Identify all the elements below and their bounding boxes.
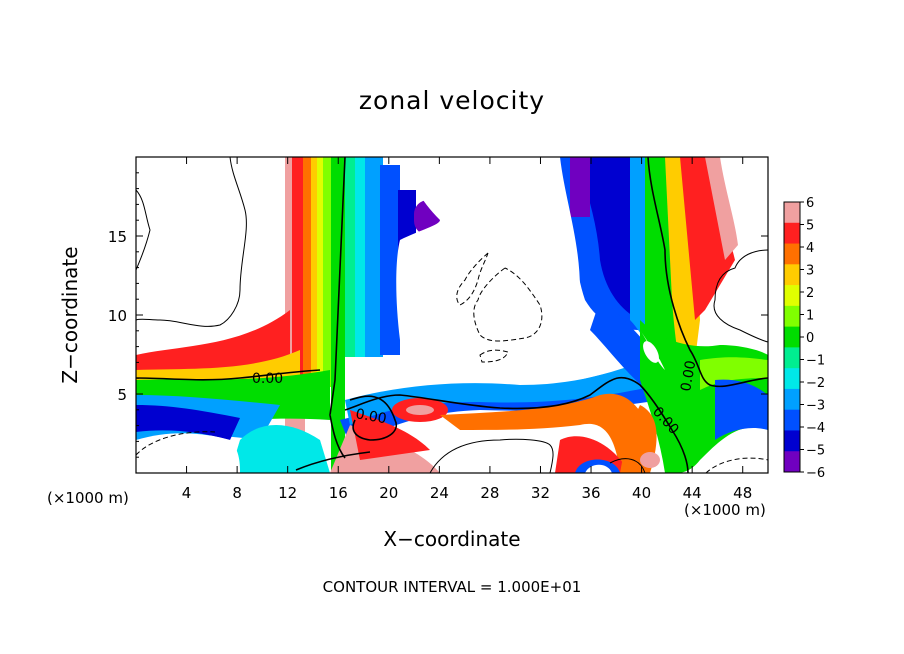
field-patch <box>345 157 357 357</box>
field-patch <box>136 433 240 473</box>
contour-negative <box>479 349 509 363</box>
contour-positive <box>429 438 554 473</box>
contour-positive <box>713 249 768 343</box>
contour-label: 0.00 <box>354 406 387 427</box>
field-patch <box>396 157 580 348</box>
colorbar-swatch <box>784 285 800 307</box>
colorbar-swatch <box>784 388 800 411</box>
field-patch <box>406 405 434 415</box>
colorbar-tick-label: 3 <box>806 264 814 279</box>
field-patch <box>323 157 333 387</box>
contour-negative <box>473 267 543 342</box>
contour-zero <box>344 376 689 473</box>
field-patch <box>355 157 367 357</box>
field-patch <box>680 157 735 320</box>
x-tick-label: 12 <box>278 484 297 502</box>
x-tick-label: 40 <box>632 484 651 502</box>
colorbar-tick-label: −4 <box>806 421 825 436</box>
field-patch <box>380 165 400 355</box>
colorbar-tick-label: 6 <box>806 196 814 211</box>
x-unit-label-right: (×1000 m) <box>684 501 766 519</box>
colorbar-tick-label: 0 <box>806 331 814 346</box>
x-tick-label: 32 <box>531 484 550 502</box>
field-patch <box>230 425 330 473</box>
field-patch <box>317 157 325 387</box>
colorbar-tick-label: −6 <box>806 466 825 481</box>
y-axis: 5 10 15 <box>108 172 768 458</box>
velocity-field <box>136 157 768 473</box>
field-patch <box>345 355 680 425</box>
chart-title: zonal velocity <box>358 86 546 115</box>
x-unit-label-left: (×1000 m) <box>47 489 129 507</box>
contour-zero <box>329 157 346 459</box>
x-tick-label: 16 <box>329 484 348 502</box>
field-patch <box>580 157 640 320</box>
contour-positive <box>136 189 151 271</box>
colorbar-tick-label: −2 <box>806 376 825 391</box>
contour-zero <box>136 369 321 381</box>
colorbar-swatch <box>784 451 800 473</box>
field-patch <box>136 405 240 440</box>
field-patch <box>311 157 319 387</box>
x-tick-label: 44 <box>683 484 702 502</box>
x-axis: 4 8 12 16 20 24 28 32 36 40 44 48 <box>182 157 752 502</box>
y-tick-label: 10 <box>108 307 127 325</box>
contour-label: 0.00 <box>252 371 283 387</box>
colorbar-tick-label: 5 <box>806 219 814 234</box>
x-tick-label: 4 <box>182 484 192 502</box>
contour-zero <box>295 451 371 471</box>
colorbar-tick-label: −3 <box>806 399 825 414</box>
x-tick-label: 48 <box>733 484 752 502</box>
contour-negative <box>705 457 768 473</box>
colorbar-tick-label: 1 <box>806 309 814 324</box>
x-tick-label: 8 <box>232 484 242 502</box>
field-patch <box>715 379 768 440</box>
contour-positive <box>136 157 247 327</box>
x-tick-label: 20 <box>379 484 398 502</box>
colorbar-swatch <box>784 305 800 328</box>
field-patch <box>643 341 659 363</box>
field-patch <box>585 464 612 473</box>
contour-negative <box>136 431 216 456</box>
x-tick-label: 24 <box>430 484 449 502</box>
x-tick-label: 28 <box>480 484 499 502</box>
colorbar-swatch <box>784 243 800 265</box>
contour-zero <box>349 395 397 441</box>
x-axis-label: X−coordinate <box>383 527 521 551</box>
colorbar-swatch <box>784 326 800 348</box>
colorbar-tick-label: 2 <box>806 286 814 301</box>
colorbar-swatch <box>784 347 800 369</box>
field-patch <box>640 452 660 468</box>
contour-lines <box>136 157 768 473</box>
colorbar-tick-label: −1 <box>806 354 825 369</box>
y-tick-label: 15 <box>108 228 127 246</box>
colorbar-swatch <box>784 202 800 224</box>
field-patch <box>700 444 768 473</box>
contour-zero <box>647 157 768 388</box>
field-patch <box>705 157 738 260</box>
colorbar-swatch <box>784 264 800 286</box>
colorbar-tick-label: 4 <box>806 241 814 256</box>
colorbar-tick-label: −5 <box>806 444 825 459</box>
contour-label: 0.00 <box>678 359 699 392</box>
y-tick-label: 5 <box>117 386 127 404</box>
contour-positive <box>609 458 646 473</box>
field-patch <box>365 157 383 357</box>
field-patch <box>570 157 590 217</box>
field-patch <box>440 393 645 473</box>
x-tick-label: 36 <box>581 484 600 502</box>
field-patch <box>292 157 306 387</box>
colorbar: 6 5 4 3 2 1 0 −1 −2 −3 −4 −5 −6 <box>783 196 825 481</box>
contour-interval-note: CONTOUR INTERVAL = 1.000E+01 <box>322 578 582 596</box>
colorbar-swatch <box>784 409 800 431</box>
contour-negative <box>456 252 489 306</box>
colorbar-swatch <box>784 430 800 452</box>
field-patch <box>303 157 313 387</box>
colorbar-swatch <box>784 222 800 245</box>
colorbar-swatch <box>784 368 800 390</box>
